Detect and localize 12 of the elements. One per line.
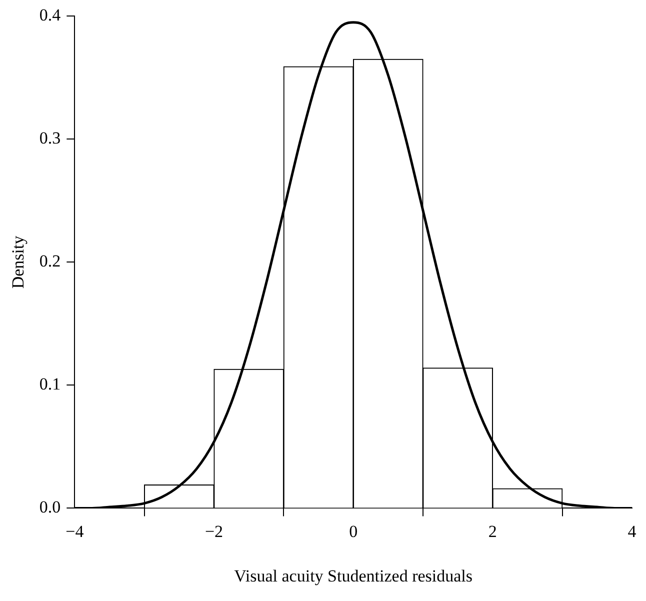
x-axis-title: Visual acuity Studentized residuals [234,566,472,586]
x-tick-label: 2 [488,522,497,541]
x-tick-label: −2 [204,522,224,541]
x-tick-label: −4 [66,522,84,541]
y-tick-label: 0.3 [39,128,61,148]
y-tick-label: 0.0 [39,498,61,517]
y-tick-label: 0.1 [39,374,61,394]
x-tick-label: 0 [349,522,358,541]
y-axis-title: Density [8,235,28,289]
x-tick-label: 4 [628,522,637,541]
y-tick-label: 0.4 [39,6,62,25]
y-tick-label: 0.2 [39,252,61,271]
